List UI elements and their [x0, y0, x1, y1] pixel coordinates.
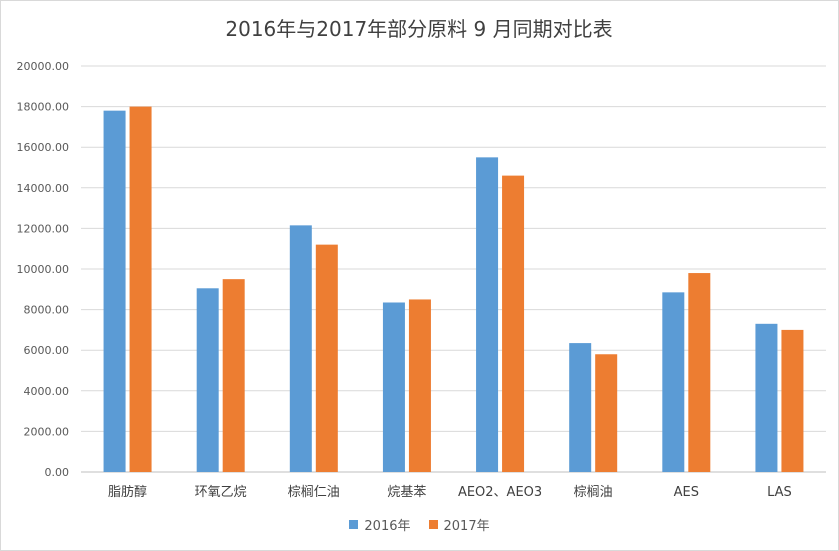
legend-swatch-2017: [428, 520, 438, 529]
x-tick-label: 环氧乙烷: [195, 485, 247, 500]
bar-2016: [103, 110, 126, 472]
y-tick-label: 4000.00: [24, 385, 70, 398]
legend-item-2016: 2016年: [349, 515, 411, 534]
x-tick-label: AEO2、AEO3: [458, 485, 542, 500]
bar-2017: [222, 279, 245, 472]
x-tick-label: 棕榈仁油: [288, 485, 340, 500]
y-tick-label: 12000.00: [17, 222, 70, 235]
chart-title: 2016年与2017年部分原料 9 月同期对比表: [225, 17, 612, 41]
legend-swatch-2016: [349, 520, 359, 529]
bar-2017: [315, 244, 338, 472]
y-axis-ticks: 0.00 2000.00 4000.00 6000.00 8000.00 10000.00…: [17, 60, 70, 479]
y-tick-label: 2000.00: [24, 425, 70, 438]
y-tick-label: 10000.00: [17, 263, 70, 276]
y-tick-label: 14000.00: [17, 182, 70, 195]
y-tick-label: 0.00: [45, 466, 70, 479]
legend-label-2017: 2017年: [443, 519, 490, 534]
legend-item-2017: 2017年: [428, 515, 490, 534]
bar-2016: [755, 323, 778, 472]
bar-2017: [129, 106, 152, 472]
x-tick-label: LAS: [767, 485, 792, 500]
x-tick-label: 烷基苯: [387, 485, 426, 500]
legend: 2016年 2017年: [1, 515, 838, 534]
bar-2016: [476, 157, 499, 472]
bars: [103, 106, 804, 472]
bar-2016: [196, 288, 219, 472]
y-tick-label: 6000.00: [24, 344, 70, 357]
y-tick-label: 8000.00: [24, 304, 70, 317]
gridlines: [81, 65, 826, 473]
x-tick-label: AES: [674, 485, 699, 500]
bar-2017: [408, 299, 431, 472]
bar-2017: [781, 329, 804, 472]
bar-2016: [662, 292, 685, 472]
x-tick-label: 脂肪醇: [108, 484, 147, 500]
y-tick-label: 20000.00: [17, 60, 70, 73]
bar-2016: [569, 343, 592, 472]
bar-2016: [289, 225, 312, 472]
bar-2017: [688, 273, 711, 472]
legend-label-2016: 2016年: [364, 519, 411, 534]
x-tick-label: 棕榈油: [574, 485, 613, 500]
x-axis-ticks: 脂肪醇 环氧乙烷 棕榈仁油 烷基苯 AEO2、AEO3 棕榈油 AES LAS: [108, 484, 792, 500]
y-tick-label: 16000.00: [17, 141, 70, 154]
bar-2016: [382, 302, 405, 472]
bar-2017: [502, 175, 525, 472]
y-tick-label: 18000.00: [17, 101, 70, 114]
bar-2017: [595, 354, 618, 472]
